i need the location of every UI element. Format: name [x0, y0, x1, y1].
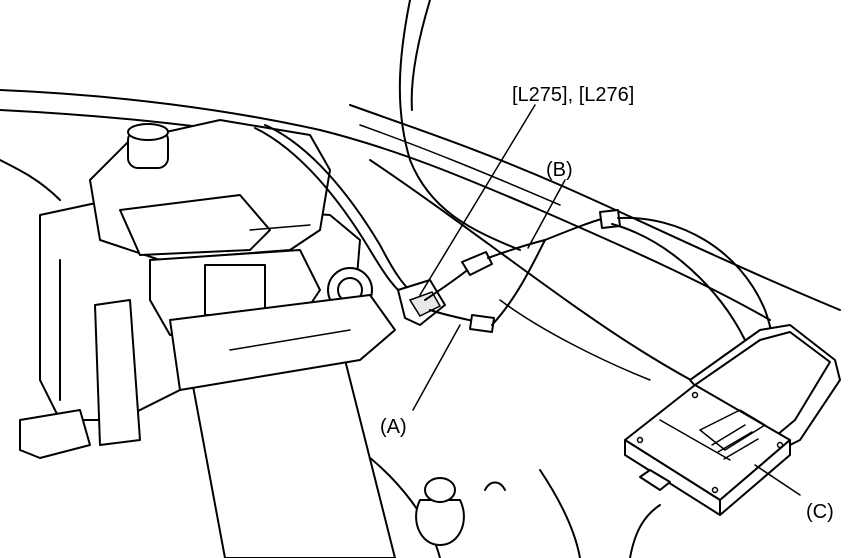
connector-l275-l276 — [397, 279, 446, 326]
tool-box-c — [624, 324, 841, 516]
leader-c — [754, 464, 801, 496]
label-c: (C) — [806, 501, 834, 523]
label-b: (B) — [546, 159, 573, 181]
label-connector: [L275], [L276] — [512, 84, 634, 106]
adapter-harness-a — [424, 251, 495, 333]
leader-a — [412, 324, 461, 411]
seatbelt-webbing — [169, 294, 396, 558]
harness-wire — [254, 124, 416, 301]
leader-lines — [412, 104, 801, 496]
seat-knob — [415, 477, 506, 546]
seatbelt-retractor-housing — [19, 119, 373, 459]
leader-b — [527, 179, 566, 249]
leader-connector — [419, 104, 536, 296]
label-a: (A) — [380, 416, 407, 438]
